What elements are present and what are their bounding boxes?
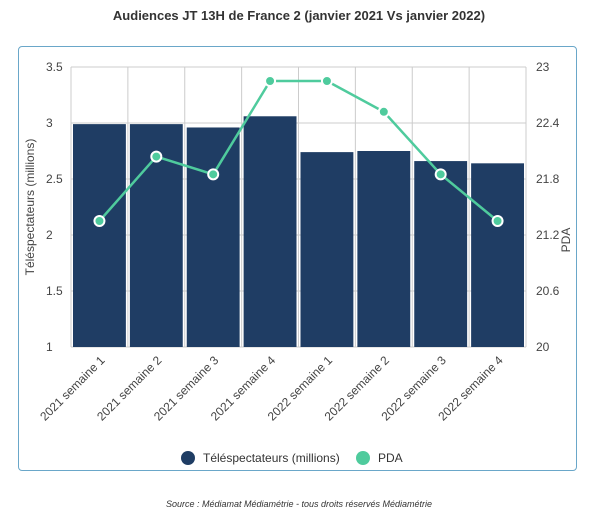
- y-tick-label: 3.5: [46, 60, 63, 74]
- source-note: Source : Médiamat Médiamétrie - tous dro…: [165, 499, 433, 509]
- bar: [300, 152, 354, 347]
- y2-tick-label: 21.8: [536, 172, 560, 186]
- legend-label: Téléspectateurs (millions): [203, 451, 340, 465]
- y-tick-label: 1: [46, 340, 53, 354]
- pda-point: [207, 168, 220, 181]
- y-axis-title: Téléspectateurs (millions): [23, 139, 37, 276]
- legend-marker-bars: [181, 451, 195, 465]
- bar: [73, 124, 126, 348]
- bar: [357, 151, 411, 347]
- y-tick-label: 2: [46, 228, 53, 242]
- pda-line: [98, 79, 499, 222]
- chart-title: Audiences JT 13H de France 2 (janvier 20…: [112, 8, 486, 23]
- bar: [186, 127, 240, 347]
- legend-label: PDA: [378, 451, 403, 465]
- y-tick-label: 3: [46, 116, 53, 130]
- y2-tick-label: 20: [536, 340, 550, 354]
- y2-axis-title: PDA: [559, 228, 573, 253]
- bar: [414, 161, 468, 347]
- y2-tick-label: 22.4: [536, 116, 560, 130]
- pda-point: [434, 168, 447, 181]
- bar: [471, 163, 524, 347]
- pda-point: [93, 215, 106, 227]
- y-tick-label: 1.5: [46, 284, 63, 298]
- legend-marker-pda: [356, 451, 370, 465]
- pda-point: [377, 105, 390, 118]
- y2-tick-label: 23: [536, 60, 550, 74]
- y-tick-label: 2.5: [46, 172, 63, 186]
- pda-point: [264, 75, 277, 87]
- pda-point: [150, 150, 163, 163]
- y2-tick-label: 21.2: [536, 228, 560, 242]
- pda-point: [491, 215, 504, 227]
- y2-tick-label: 20.6: [536, 284, 560, 298]
- bar: [243, 116, 297, 347]
- pda-point: [320, 75, 333, 87]
